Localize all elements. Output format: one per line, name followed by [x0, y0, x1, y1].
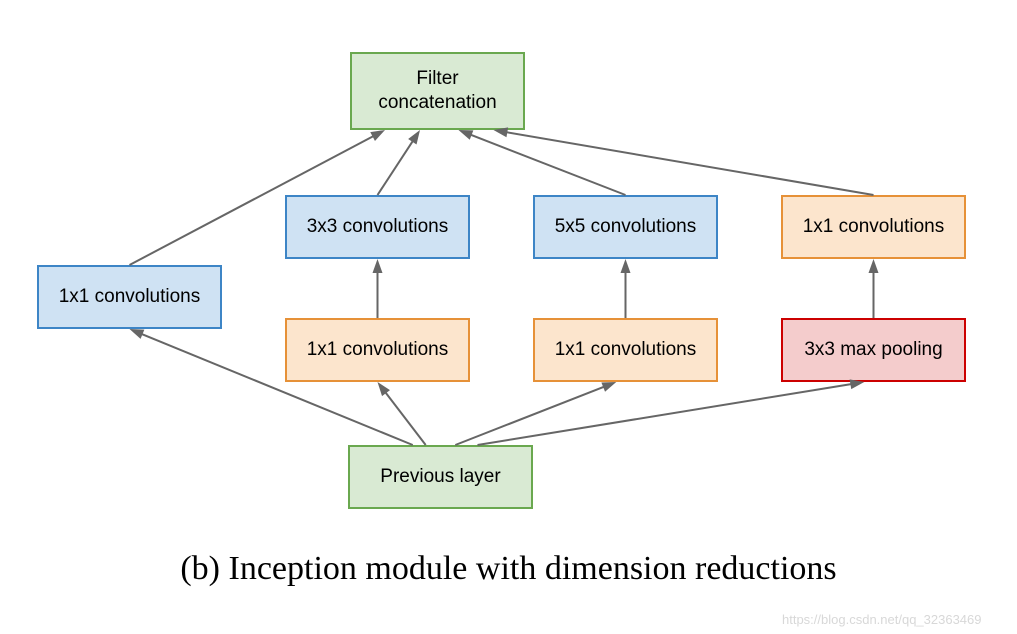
- node-conv3x3: 3x3 convolutions: [285, 195, 470, 259]
- node-maxpool: 3x3 max pooling: [781, 318, 966, 382]
- node-prev_layer: Previous layer: [348, 445, 533, 509]
- node-filter_concat: Filter concatenation: [350, 52, 525, 130]
- node-conv1x1_right: 1x1 convolutions: [781, 195, 966, 259]
- caption-text: (b) Inception module with dimension redu…: [86, 550, 931, 588]
- node-conv1x1_mid2: 1x1 convolutions: [533, 318, 718, 382]
- node-conv1x1_mid1: 1x1 convolutions: [285, 318, 470, 382]
- diagram-stage: { "canvas": { "width": 1017, "height": 6…: [0, 0, 1017, 634]
- node-conv5x5: 5x5 convolutions: [533, 195, 718, 259]
- node-conv1x1_left: 1x1 convolutions: [37, 265, 222, 329]
- watermark-text: https://blog.csdn.net/qq_32363469: [782, 612, 982, 627]
